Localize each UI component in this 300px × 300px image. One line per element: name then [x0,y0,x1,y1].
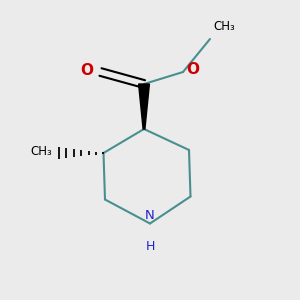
Polygon shape [139,84,149,129]
Text: CH₃: CH₃ [213,20,235,33]
Text: CH₃: CH₃ [31,145,52,158]
Text: N: N [145,209,155,222]
Text: H: H [145,240,155,253]
Text: O: O [80,63,93,78]
Text: O: O [186,62,199,77]
